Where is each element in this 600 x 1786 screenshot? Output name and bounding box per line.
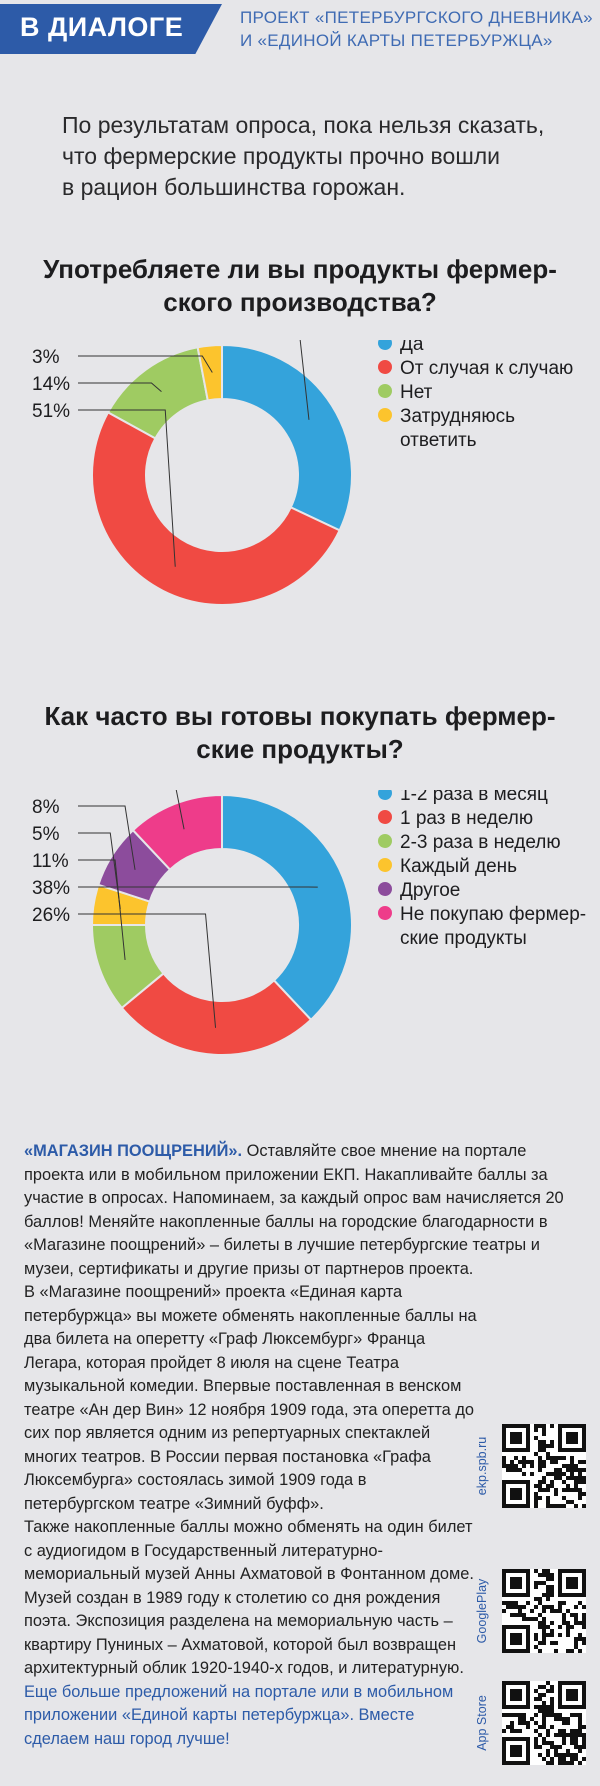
header: В ДИАЛОГЕ ПРОЕКТ «ПЕТЕРБУРГСКОГО ДНЕВНИК… xyxy=(0,0,600,62)
chart-1-leader-line xyxy=(299,340,310,420)
chart-1-legend-marker xyxy=(378,408,392,422)
chart-1-data-label: 51% xyxy=(32,401,70,422)
qr-ekp-label: ekp.spb.ru xyxy=(475,1436,489,1496)
intro-text: По результатам опроса, пока нельзя сказа… xyxy=(62,110,582,203)
qr-code-icon xyxy=(502,1569,586,1653)
qr-ekp[interactable]: ekp.spb.ru xyxy=(468,1420,588,1512)
project-caption-line-2: И «ЕДИНОЙ КАРТЫ ПЕТЕРБУРЖЦА» xyxy=(240,31,553,50)
chart-2-data-label: 38% xyxy=(32,878,70,899)
chart-1-legend-item: Нет xyxy=(400,382,433,403)
chart-2-legend-marker xyxy=(378,790,392,800)
intro-line-1: По результатам опроса, пока нельзя сказа… xyxy=(62,112,545,138)
chart-2-slice-2 xyxy=(120,972,313,1056)
promo-paragraph-2: В «Магазине поощрений» проекта «Единая к… xyxy=(24,1283,477,1513)
chart-2-legend-marker xyxy=(378,810,392,824)
chart-2-legend-item: 2-3 раза в неделю xyxy=(400,832,561,853)
promo-paragraph-3: Также накопленные баллы можно обменять н… xyxy=(24,1518,474,1677)
chart-2-leader-line xyxy=(78,859,126,960)
chart-2-data-label: 5% xyxy=(32,824,60,845)
qr-code-icon xyxy=(502,1681,586,1765)
chart-2-leader-line xyxy=(175,790,185,830)
chart-2-leader-line xyxy=(78,832,121,909)
qr-googleplay-label: GooglePlay xyxy=(475,1578,489,1644)
chart-1-data-label: 3% xyxy=(32,347,60,368)
promo-p1-text: Оставляйте свое мнение на портале проект… xyxy=(24,1142,564,1278)
project-caption-line-1: ПРОЕКТ «ПЕТЕРБУРГСКОГО ДНЕВНИКА» xyxy=(240,8,593,27)
chart-2-legend-item: Не покупаю фермер- xyxy=(400,904,586,925)
section-tag: В ДИАЛОГЕ xyxy=(0,4,222,54)
chart-2-title: Как часто вы готовы покупать фермер- ски… xyxy=(0,700,600,766)
chart-1-legend-item: Затрудняюсь xyxy=(400,406,515,427)
chart-1-title: Употребляете ли вы продукты фермер- ског… xyxy=(0,253,600,319)
chart-2-title-line-1: Как часто вы готовы покупать фермер- xyxy=(44,701,556,731)
qr-googleplay[interactable]: GooglePlay xyxy=(468,1565,588,1657)
chart-2-donut: 12% 8% 5% 11% 38% 26% 1-2 раза в месяц 1 раз в … xyxy=(32,790,586,1056)
promo-text: «МАГАЗИН ПООЩРЕНИЙ». Оставляйте свое мне… xyxy=(24,1140,590,1751)
chart-1-title-line-1: Употребляете ли вы продукты фермер- xyxy=(43,254,557,284)
chart-2-legend-marker xyxy=(378,834,392,848)
chart-2-legend-item: Другое xyxy=(400,880,460,901)
chart-1-leader-line xyxy=(78,355,213,373)
chart-1-legend-marker xyxy=(378,384,392,398)
chart-1-legend-marker xyxy=(378,340,392,350)
qr-code-icon xyxy=(502,1424,586,1508)
chart-2-title-line-2: ские продукты? xyxy=(196,734,404,764)
section-tag-label: В ДИАЛОГЕ xyxy=(20,12,184,42)
chart-2-data-label: 12% xyxy=(32,790,70,791)
chart-1-legend-marker xyxy=(378,360,392,374)
chart-2-legend-item: 1-2 раза в месяц xyxy=(400,790,548,805)
chart-2-legend-item: ские продукты xyxy=(400,928,527,949)
intro-line-2: что фермерские продукты прочно вошли xyxy=(62,143,501,169)
promo-paragraph-1: «МАГАЗИН ПООЩРЕНИЙ». Оставляйте свое мне… xyxy=(24,1140,590,1281)
qr-appstore[interactable]: App Store xyxy=(468,1677,588,1769)
chart-2-data-label: 8% xyxy=(32,797,60,818)
chart-2-legend-item: Каждый день xyxy=(400,856,517,877)
chart-1-data-label: 14% xyxy=(32,374,70,395)
chart-2-data-label: 11% xyxy=(32,851,69,872)
chart-2-leader-line xyxy=(78,805,136,870)
promo-paragraph-4: Еще больше предложений на портале или в … xyxy=(24,1682,454,1748)
project-caption: ПРОЕКТ «ПЕТЕРБУРГСКОГО ДНЕВНИКА» И «ЕДИН… xyxy=(240,6,593,52)
chart-2-slice-1 xyxy=(221,793,353,1022)
chart-1-donut: 32% 3% 14% 51% Да От случая к случаю Нет Затруд… xyxy=(32,340,573,606)
chart-2-legend-marker xyxy=(378,906,392,920)
chart-1-leader-line xyxy=(78,382,162,393)
chart-1-slice-2 xyxy=(91,411,341,606)
chart-1-title-line-2: ского производства? xyxy=(163,287,437,317)
chart-1-legend-item: Да xyxy=(400,340,424,355)
chart-2-leader-line xyxy=(78,913,217,1028)
intro-line-3: в рацион большинства горожан. xyxy=(62,174,406,200)
chart-1-slice-1 xyxy=(221,343,353,532)
qr-appstore-label: App Store xyxy=(475,1695,489,1751)
chart-2-data-label: 26% xyxy=(32,905,70,926)
chart-2-slice-6 xyxy=(131,793,223,872)
promo-lead: «МАГАЗИН ПООЩРЕНИЙ». xyxy=(24,1142,243,1160)
chart-2-legend-marker xyxy=(378,882,392,896)
chart-2-legend-item: 1 раз в неделю xyxy=(400,808,533,829)
chart-1-leader-line xyxy=(78,409,176,567)
chart-1-legend-item: От случая к случаю xyxy=(400,358,573,379)
chart-1-data-label: 32% xyxy=(32,340,70,341)
chart-2-legend-marker xyxy=(378,858,392,872)
chart-1-legend-item: ответить xyxy=(400,430,477,451)
